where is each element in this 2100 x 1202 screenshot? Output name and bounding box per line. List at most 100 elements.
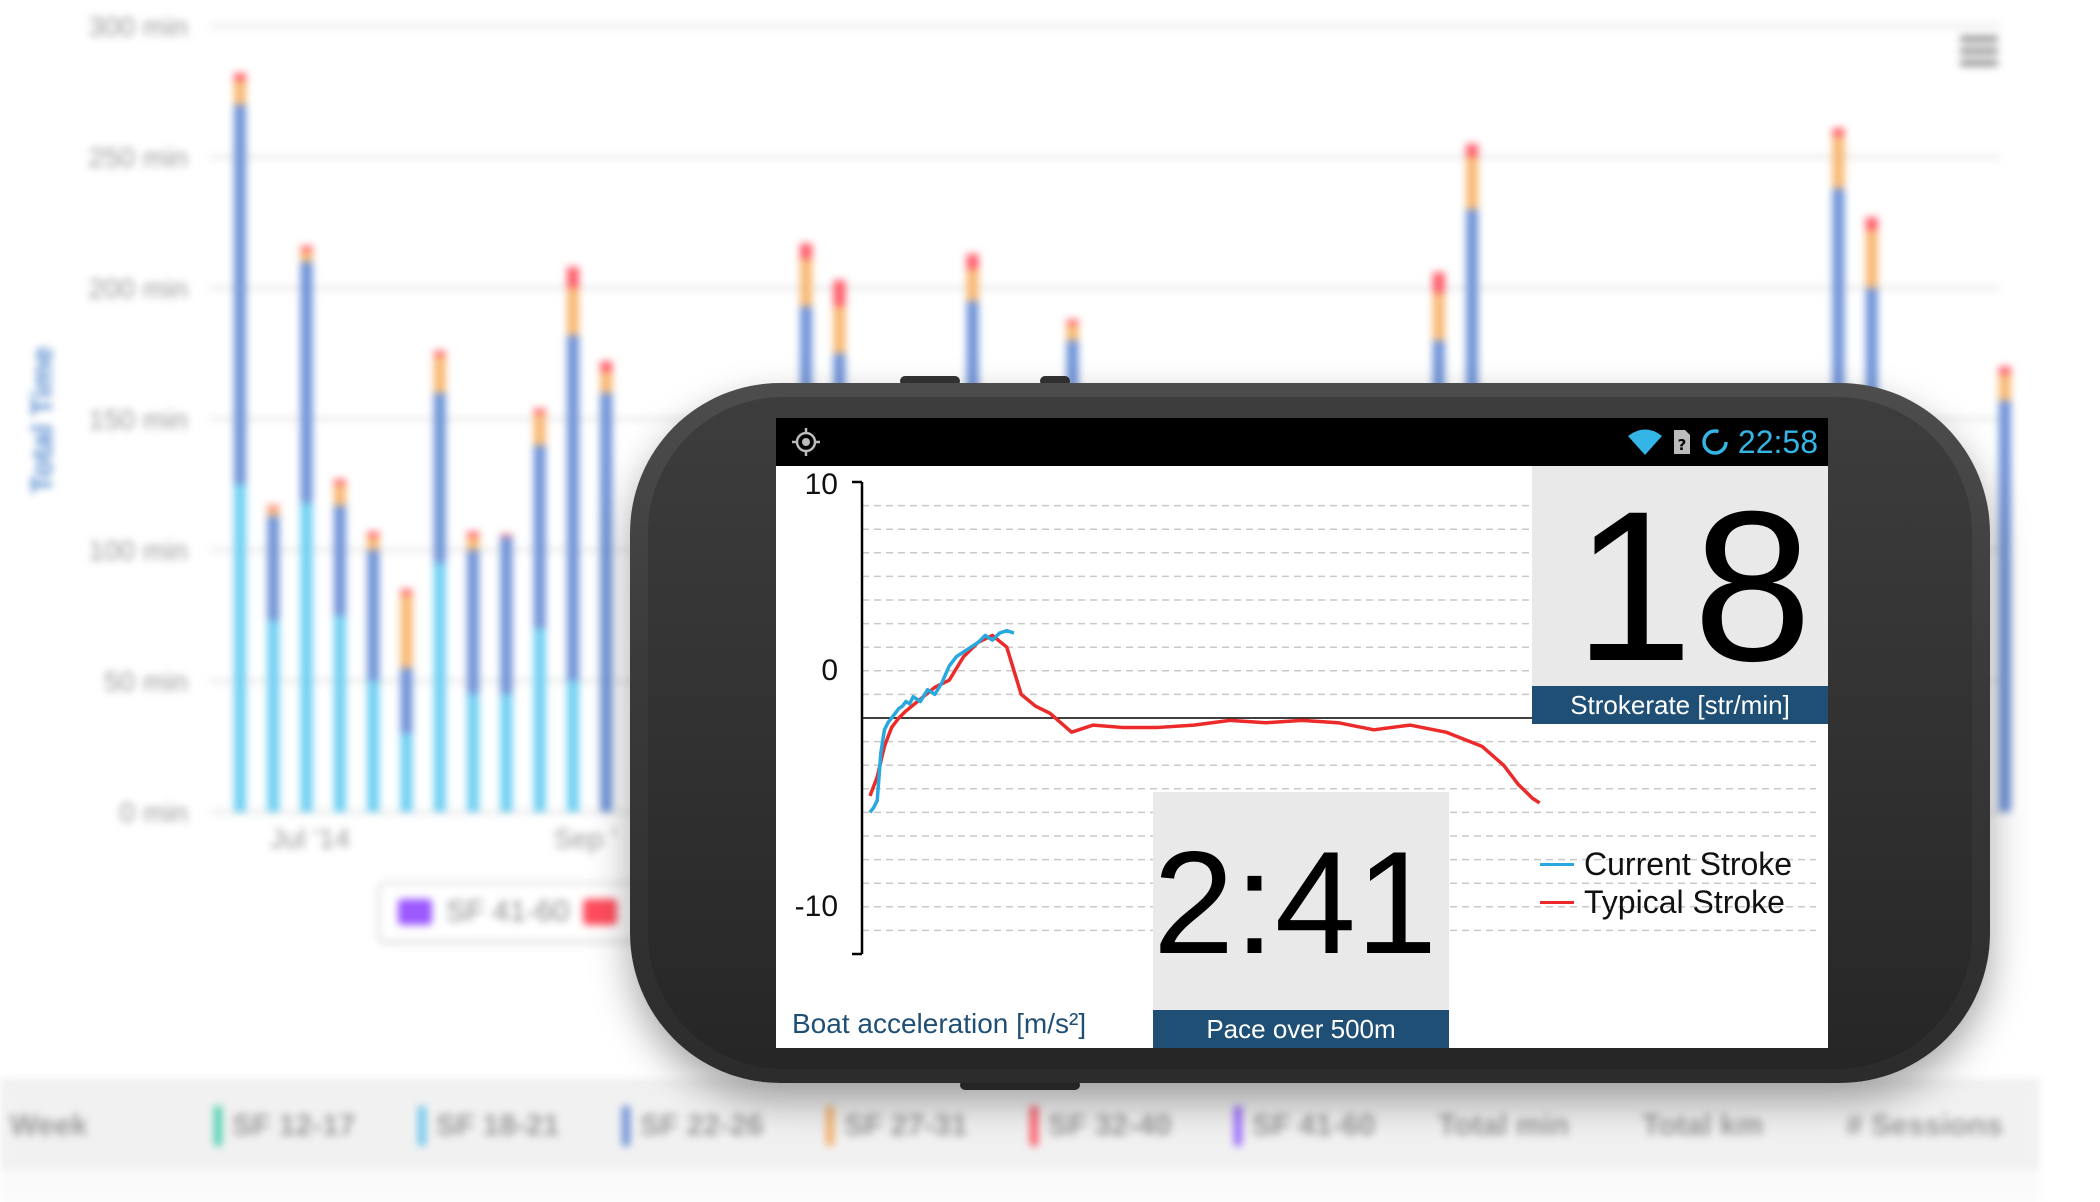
bg-bar-segment	[300, 261, 313, 503]
bg-y-tick-label: 0 min	[120, 797, 188, 828]
bg-bar-segment	[1066, 324, 1079, 341]
bg-bar-segment	[567, 288, 579, 336]
bg-bar-segment	[467, 550, 480, 695]
bg-bar-segment	[433, 392, 446, 564]
y-tick-top: 10	[804, 468, 838, 501]
legend-current-stroke: Current Stroke	[1540, 846, 1792, 883]
bg-bar-segment	[433, 563, 446, 812]
bg-bar-segment	[600, 361, 613, 372]
table-header-cell: Total km	[1632, 1109, 1836, 1143]
table-header-cell: SF 32-40	[1020, 1106, 1224, 1146]
series-line-typical-stroke	[868, 633, 1541, 805]
bg-bar-segment	[966, 269, 979, 302]
bg-bar-segment	[1998, 374, 2011, 401]
legend-label-typical: Typical Stroke	[1584, 884, 1785, 920]
bg-bar-segment	[400, 667, 413, 734]
bg-bar-segment	[400, 594, 413, 668]
bg-bar-segment	[234, 73, 246, 82]
phone-bottom-button	[960, 1080, 1080, 1090]
status-clock: 22:58	[1737, 423, 1818, 460]
y-tick-zero: 0	[821, 654, 838, 687]
table-header-label: Week	[10, 1109, 88, 1142]
status-bar: ? 22:58	[776, 418, 1828, 466]
bg-bar-segment	[400, 589, 413, 595]
legend-line-typical	[1540, 901, 1574, 904]
wifi-icon	[1627, 429, 1662, 455]
bg-bar-segment	[433, 356, 446, 393]
bg-bar-segment	[500, 534, 513, 537]
table-header-label: SF 32-40	[1048, 1109, 1172, 1142]
table-header-cell: SF 18-21	[408, 1106, 612, 1146]
sim-card-icon: ?	[1673, 430, 1690, 454]
bg-bar-segment	[966, 253, 979, 270]
table-header-label: Total min	[1438, 1109, 1570, 1142]
bg-bar-segment	[300, 246, 313, 252]
bg-bar-segment	[267, 508, 280, 516]
bg-bar-segment	[333, 484, 346, 506]
bg-bar-segment	[567, 267, 579, 288]
table-header-cell: # Sessions	[1836, 1109, 2040, 1143]
table-header-label: Total km	[1642, 1109, 1764, 1142]
bg-bar-segment	[1998, 400, 2011, 812]
bg-bar-segment	[467, 694, 480, 812]
bg-bar-segment	[400, 733, 413, 812]
bg-bar-segment	[600, 371, 613, 393]
bg-y-tick-label: 200 min	[88, 273, 188, 304]
bg-bar-segment	[1432, 293, 1445, 341]
bg-y-tick-label: 150 min	[88, 404, 188, 435]
status-icons: ? 22:58	[1626, 418, 1818, 466]
bg-y-axis-title: Total Time	[26, 346, 59, 493]
table-header-row: Week SF 12-17 SF 18-21 SF 22-26 SF 27-31 SF 3…	[0, 1082, 2040, 1170]
bg-bar-segment	[533, 445, 546, 629]
bg-bar-segment	[333, 615, 346, 812]
bg-bar-segment	[1832, 136, 1845, 189]
bg-bar-segment	[433, 350, 446, 357]
phone-top-button-left	[900, 376, 960, 386]
bg-bar-segment	[333, 505, 346, 616]
bg-y-tick-label: 250 min	[88, 142, 188, 173]
bg-bar-segment	[800, 259, 813, 307]
bg-bar-segment	[234, 104, 246, 485]
bg-bar-segment	[1998, 366, 2011, 375]
strokerate-panel	[1532, 466, 1828, 688]
bg-bar-segment	[367, 531, 380, 537]
bg-bar-segment	[467, 531, 480, 537]
bg-bar-segment	[800, 243, 813, 260]
table-header-cell: Total min	[1428, 1109, 1632, 1143]
legend-typical-stroke: Typical Stroke	[1540, 884, 1785, 921]
bg-bar-segment	[234, 484, 246, 812]
bg-bar-segment	[567, 681, 579, 812]
acceleration-axis-title: Boat acceleration [m/s²]	[792, 1008, 1087, 1039]
legend-label-current: Current Stroke	[1584, 846, 1793, 882]
bg-bar-segment	[367, 536, 380, 550]
table-header-color-marker	[1030, 1106, 1038, 1146]
table-header-label: SF 41-60	[1252, 1109, 1376, 1142]
phone-screen: ? 22:58 10 0 -10 18 Strokerate [str/min]…	[776, 418, 1828, 1048]
y-tick-bottom: -10	[794, 890, 838, 923]
table-header-cell: SF 22-26	[612, 1106, 816, 1146]
table-header-label: SF 27-31	[844, 1109, 968, 1142]
strokerate-label: Strokerate [str/min]	[1532, 686, 1828, 724]
strokerate-value: 18	[1573, 467, 1812, 706]
legend-swatch-sf32-40	[583, 899, 618, 925]
bg-bar-segment	[1466, 143, 1479, 157]
table-header-color-marker	[826, 1106, 834, 1146]
sync-ring-icon	[1702, 429, 1728, 455]
bg-bar-segment	[300, 502, 313, 812]
bg-bar-segment	[1865, 230, 1878, 288]
pace-value: 2:41	[1153, 821, 1438, 984]
bg-bar-segment	[567, 335, 579, 681]
bg-bar-segment	[500, 536, 513, 695]
bg-bar-segment	[500, 694, 513, 812]
legend-line-current	[1540, 863, 1574, 866]
table-header-cell: SF 41-60	[1224, 1106, 1428, 1146]
pace-panel	[1153, 792, 1449, 1010]
gps-locate-icon	[792, 428, 820, 456]
bg-bar-segment	[300, 251, 313, 262]
svg-text:?: ?	[1678, 436, 1687, 454]
table-header-cell: SF 27-31	[816, 1106, 1020, 1146]
bg-bar-segment	[267, 515, 280, 621]
pace-label: Pace over 500m	[1153, 1010, 1449, 1048]
bg-bar-segment	[267, 620, 280, 812]
hamburger-menu-icon[interactable]	[1960, 36, 1998, 68]
